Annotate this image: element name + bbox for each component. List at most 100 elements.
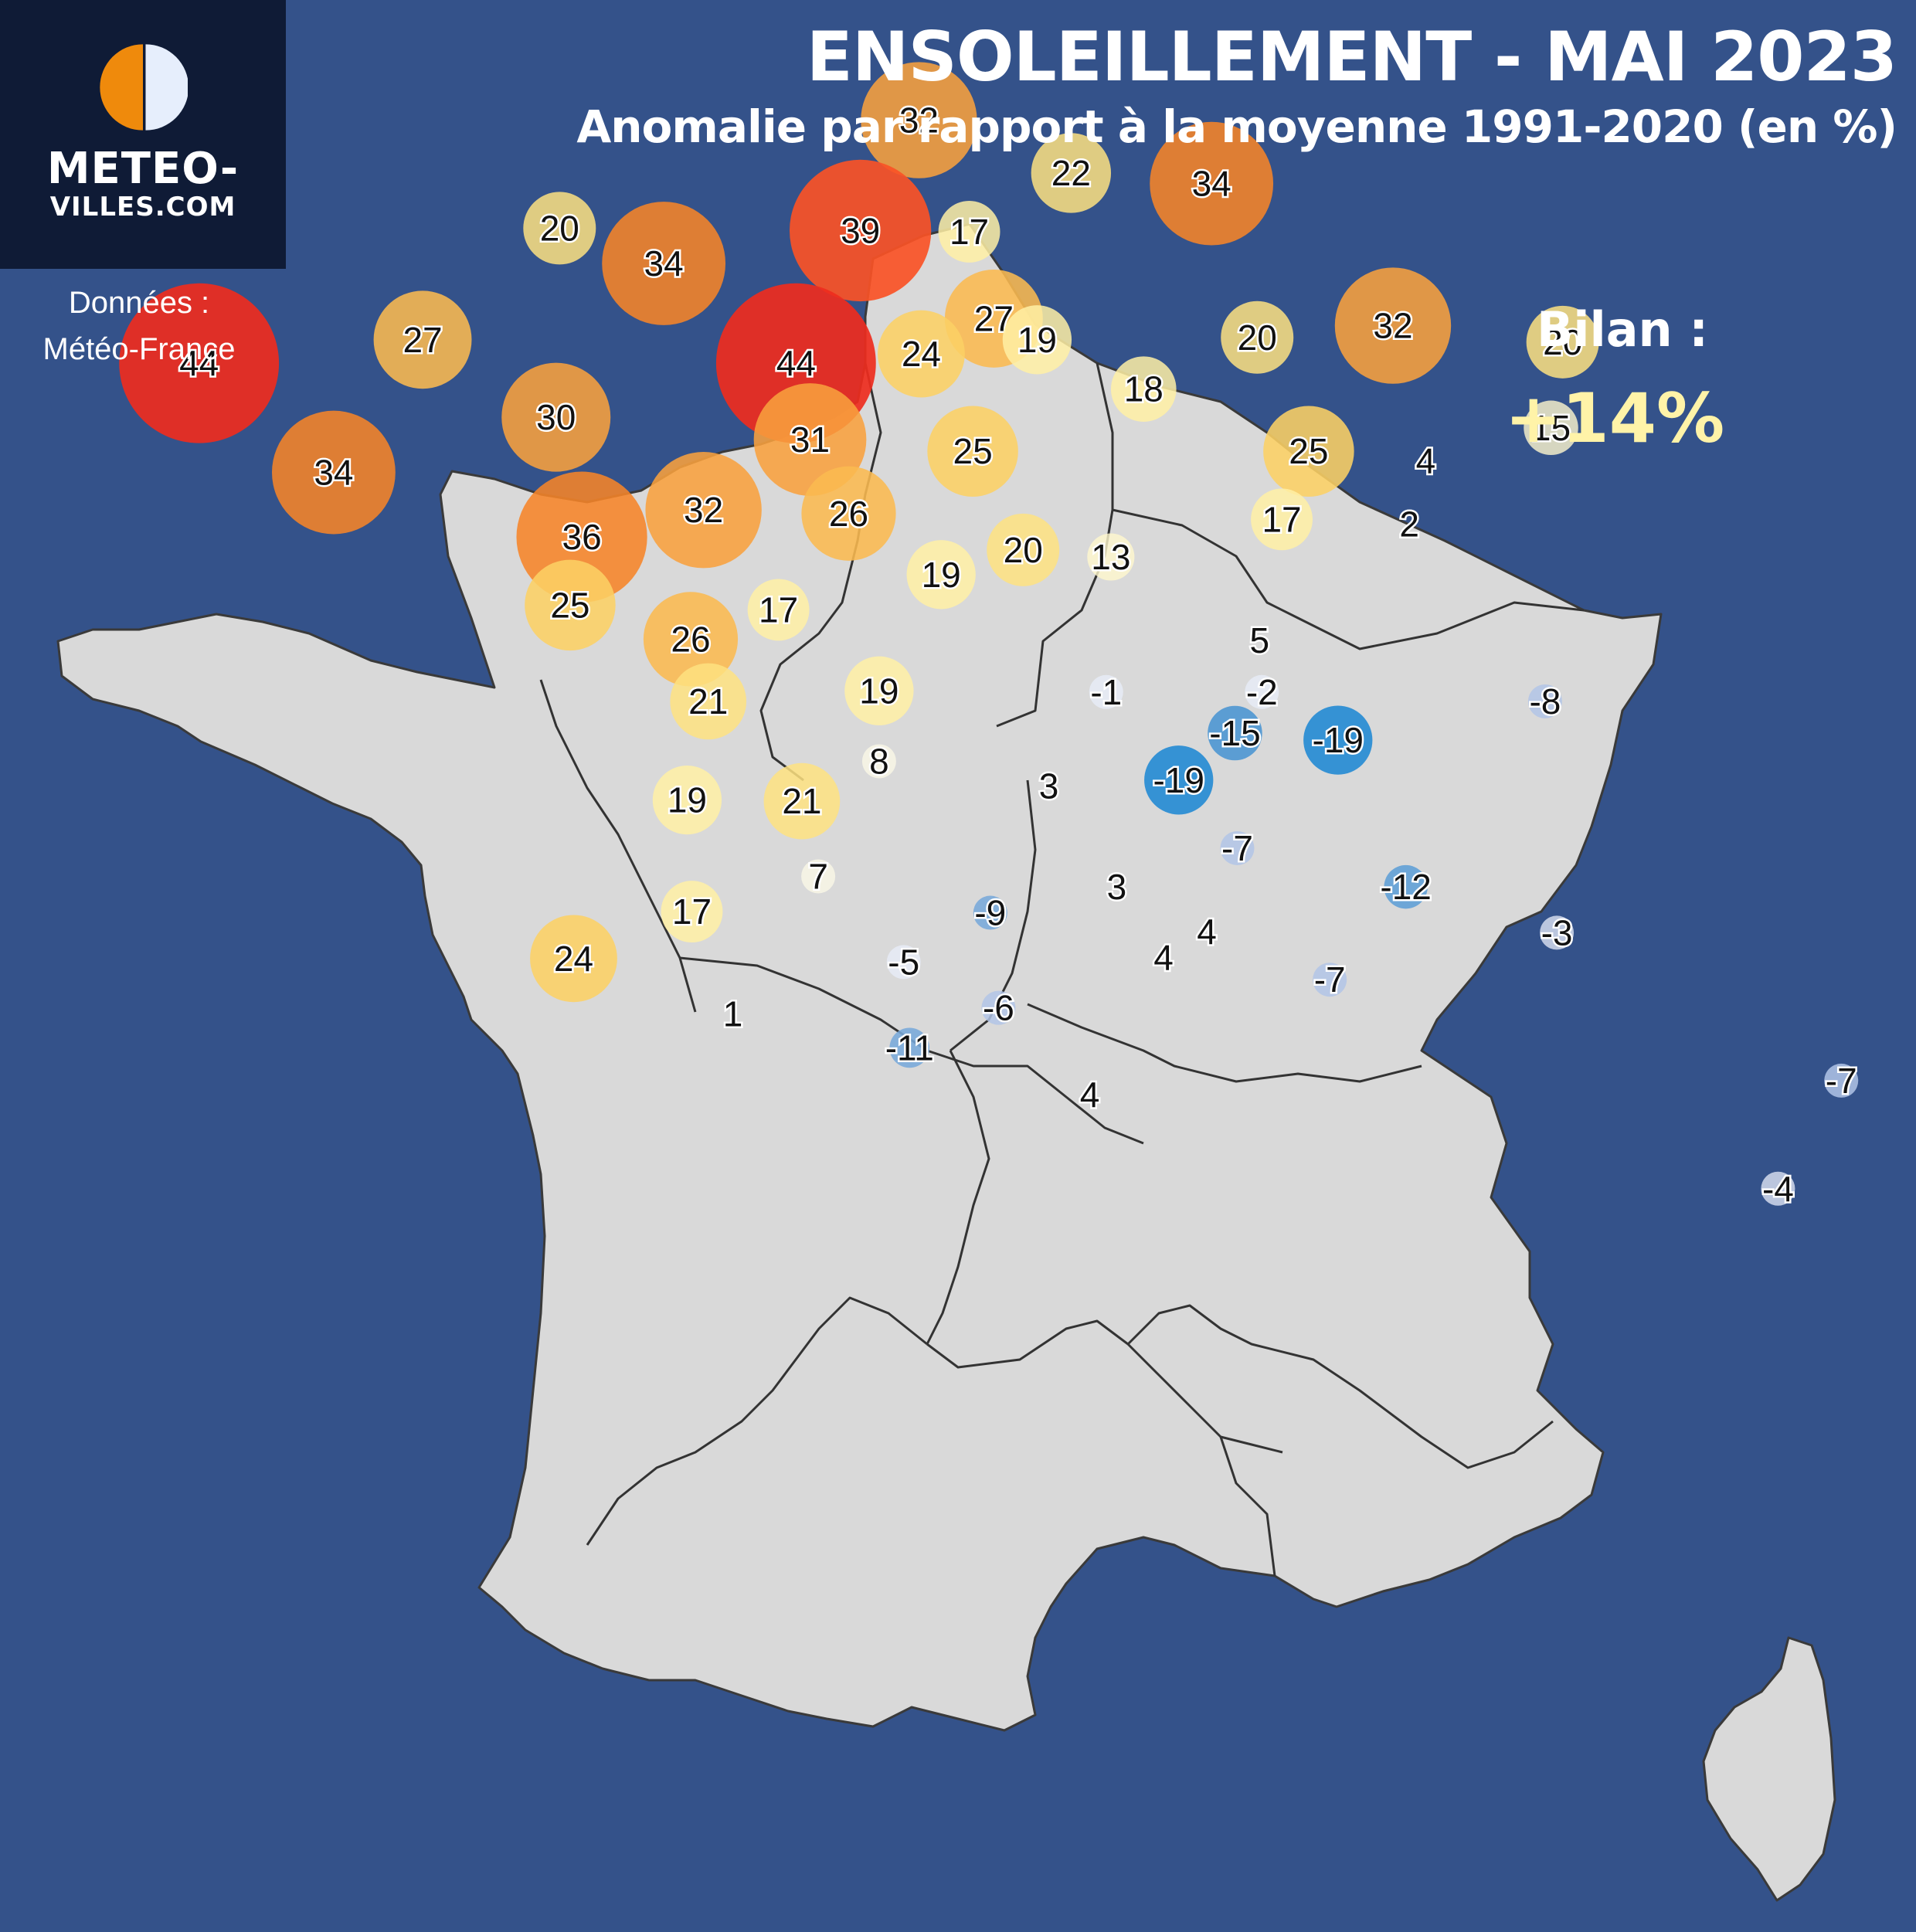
station-marker: 17 — [938, 201, 1000, 263]
station-bubble — [1221, 300, 1294, 374]
station-bubble — [1087, 533, 1135, 581]
station-marker: 20 — [1221, 300, 1294, 374]
station-marker: 24 — [878, 310, 965, 398]
station-value-label: -3 — [1541, 912, 1573, 952]
station-marker: 4 — [1414, 439, 1438, 483]
station-value-label: 18 — [1124, 369, 1164, 409]
station-value-label: 24 — [554, 939, 593, 979]
station-bubble — [801, 859, 836, 894]
station-bubble — [1251, 488, 1313, 551]
station-marker: 24 — [530, 915, 617, 1003]
station-marker: -7 — [1220, 826, 1255, 870]
station-bubble — [1220, 830, 1255, 865]
station-value-label: 32 — [899, 100, 939, 141]
station-bubble — [670, 663, 747, 740]
station-bubble — [1313, 963, 1347, 997]
station-bubble — [889, 1027, 930, 1068]
station-marker: 20 — [523, 192, 596, 265]
station-bubble — [981, 990, 1016, 1025]
station-marker: 34 — [602, 202, 726, 325]
station-marker: 19 — [1002, 305, 1072, 375]
station-bubble — [1526, 305, 1599, 379]
station-marker: 2 — [1398, 502, 1422, 546]
station-value-label: 44 — [776, 343, 816, 383]
station-marker: 15 — [1524, 400, 1578, 456]
station-bubble — [1334, 267, 1452, 384]
station-marker: -12 — [1378, 865, 1433, 909]
station-bubble — [272, 410, 396, 535]
station-bubble — [1303, 705, 1373, 775]
region-borders — [539, 362, 1585, 1577]
station-marker: 5 — [1248, 618, 1272, 662]
station-value-label: 13 — [1091, 537, 1130, 577]
corsica — [1702, 1636, 1836, 1902]
station-bubble — [119, 283, 280, 443]
summary-value: +14% — [1504, 379, 1725, 458]
station-marker: -7 — [1823, 1058, 1859, 1102]
station-marker: 27 — [373, 290, 472, 389]
station-value-label: 4 — [1153, 937, 1174, 977]
station-value-label: 26 — [829, 494, 868, 534]
station-marker: 31 — [753, 383, 867, 496]
station-value-label: 3 — [1107, 867, 1127, 907]
station-value-label: 31 — [790, 419, 830, 460]
station-value-label: 32 — [684, 490, 723, 530]
station-marker: -19 — [1303, 705, 1373, 775]
station-marker: 26 — [643, 592, 739, 687]
summary-label: Bilan : — [1536, 301, 1709, 358]
station-value-label: 24 — [902, 334, 941, 374]
region-border — [586, 1296, 928, 1546]
station-value-label: 17 — [759, 589, 798, 630]
station-bubble — [1527, 684, 1562, 718]
source-label: Données : — [68, 286, 210, 320]
station-bubble — [1263, 406, 1354, 497]
region-border — [679, 956, 1144, 1145]
station-bubble — [1089, 674, 1123, 709]
station-value-label: 39 — [841, 210, 880, 250]
station-value-label: -15 — [1209, 713, 1260, 753]
station-bubble — [927, 406, 1018, 497]
region-border — [950, 779, 1037, 1052]
station-marker: 19 — [906, 540, 976, 609]
station-value-label: 25 — [550, 585, 589, 625]
station-value-label: 30 — [536, 397, 576, 437]
station-marker: 21 — [670, 663, 747, 740]
station-value-label: -5 — [888, 942, 919, 982]
station-marker: 20 — [1526, 305, 1599, 379]
station-value-label: -7 — [1826, 1061, 1857, 1101]
station-marker: 21 — [763, 762, 841, 840]
station-bubble — [1245, 674, 1279, 709]
station-marker: -11 — [883, 1026, 936, 1070]
station-marker: -6 — [980, 986, 1016, 1030]
station-bubble — [1208, 705, 1262, 761]
station-bubble — [1540, 915, 1575, 950]
data-source: Données : Météo-France — [0, 280, 278, 372]
station-bubble — [1031, 133, 1112, 213]
station-value-label: 34 — [644, 243, 684, 284]
logo-line-2: VILLES.COM — [49, 192, 236, 222]
station-value-label: 3 — [1039, 766, 1059, 806]
station-value-label: 34 — [1192, 164, 1231, 204]
station-marker: -5 — [886, 940, 922, 984]
station-bubble — [1761, 1171, 1795, 1206]
station-value-label: 8 — [869, 741, 889, 781]
station-value-label: 20 — [1238, 317, 1277, 358]
station-value-label: 7 — [808, 856, 828, 896]
station-bubble — [844, 656, 914, 725]
station-marker: 4 — [1195, 909, 1219, 953]
map-subtitle: Anomalie par rapport à la moyenne 1991-2… — [576, 100, 1897, 153]
station-value-label: 36 — [562, 517, 601, 557]
station-bubble — [801, 466, 896, 561]
region-border — [1219, 1436, 1276, 1577]
land-layer — [56, 222, 1836, 1902]
station-value-label: 17 — [672, 891, 712, 932]
station-marker: -7 — [1312, 958, 1347, 1002]
station-marker: -8 — [1527, 679, 1563, 723]
station-value-label: 2 — [1399, 504, 1419, 544]
station-value-label: -4 — [1762, 1169, 1794, 1209]
station-value-label: 21 — [782, 781, 821, 821]
station-bubble — [373, 290, 472, 389]
station-bubble — [652, 765, 722, 835]
station-value-label: -1 — [1090, 672, 1122, 712]
